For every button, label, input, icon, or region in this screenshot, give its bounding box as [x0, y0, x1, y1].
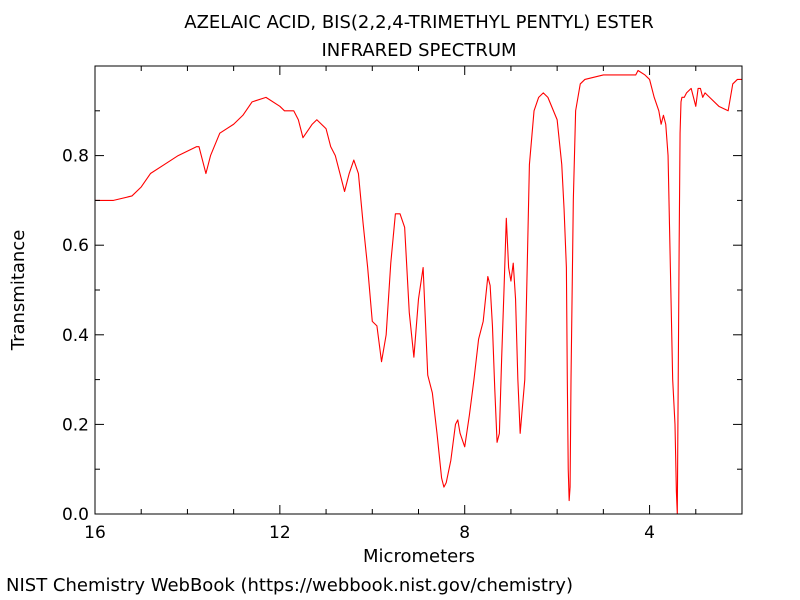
y-tick-label: 0.4 [62, 326, 89, 346]
plot-frame [94, 65, 743, 515]
y-tick-label: 0.0 [62, 505, 89, 525]
x-tick-label: 16 [84, 523, 106, 543]
tick-labels: 16 12 8 4 0.0 0.2 0.4 0.6 0.8 [62, 147, 655, 543]
chart-title: AZELAIC ACID, BIS(2,2,4-TRIMETHYL PENTYL… [184, 12, 653, 33]
plot-area [95, 69, 742, 515]
x-axis-label: Micrometers [363, 546, 475, 567]
y-tick-label: 0.6 [62, 236, 89, 256]
y-tick-label: 0.2 [62, 415, 89, 435]
ir-spectrum-chart: AZELAIC ACID, BIS(2,2,4-TRIMETHYL PENTYL… [8, 12, 743, 567]
source-credit: NIST Chemistry WebBook (https://webbook.… [6, 575, 573, 596]
chart-subtitle: INFRARED SPECTRUM [321, 40, 516, 61]
x-tick-label: 12 [269, 523, 291, 543]
axis-ticks [94, 66, 742, 515]
x-tick-label: 8 [459, 523, 470, 543]
y-axis-label: Transmitance [8, 230, 29, 352]
x-tick-label: 4 [644, 523, 655, 543]
y-tick-label: 0.8 [62, 147, 89, 167]
spectrum-line [95, 69, 742, 515]
